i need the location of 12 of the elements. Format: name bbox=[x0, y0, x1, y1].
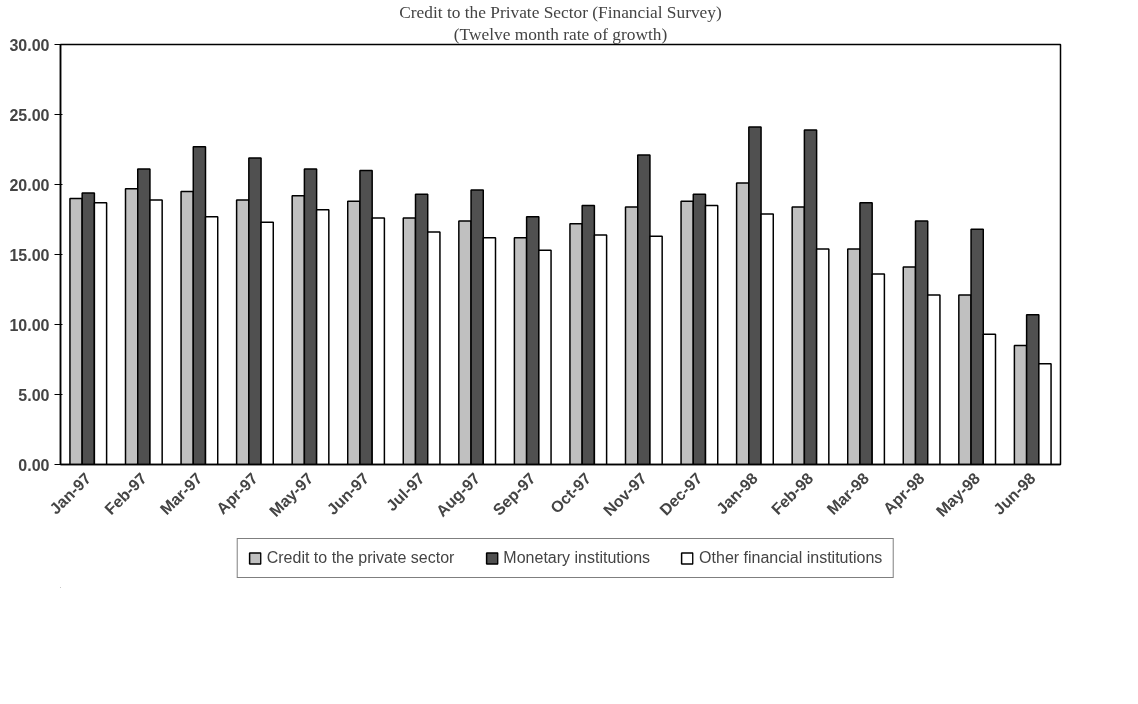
legend-label: Monetary institutions bbox=[503, 549, 651, 567]
legend-label: Other financial institutions bbox=[699, 549, 883, 567]
y-tick-label: 15.00 bbox=[9, 246, 50, 264]
chart-subtitle: (Twelve month rate of growth) bbox=[453, 24, 668, 44]
y-tick-label: 30.00 bbox=[9, 36, 50, 54]
y-tick-label: 20.00 bbox=[9, 176, 50, 194]
y-tick-label: 5.00 bbox=[18, 386, 50, 404]
y-tick-label: 25.00 bbox=[9, 106, 50, 124]
legend-label: Credit to the private sector bbox=[266, 549, 455, 567]
y-tick-label: 10.00 bbox=[9, 316, 50, 334]
y-tick-label: 0.00 bbox=[18, 456, 50, 474]
chart-title: Credit to the Private Sector (Financial Survey) bbox=[399, 2, 722, 22]
